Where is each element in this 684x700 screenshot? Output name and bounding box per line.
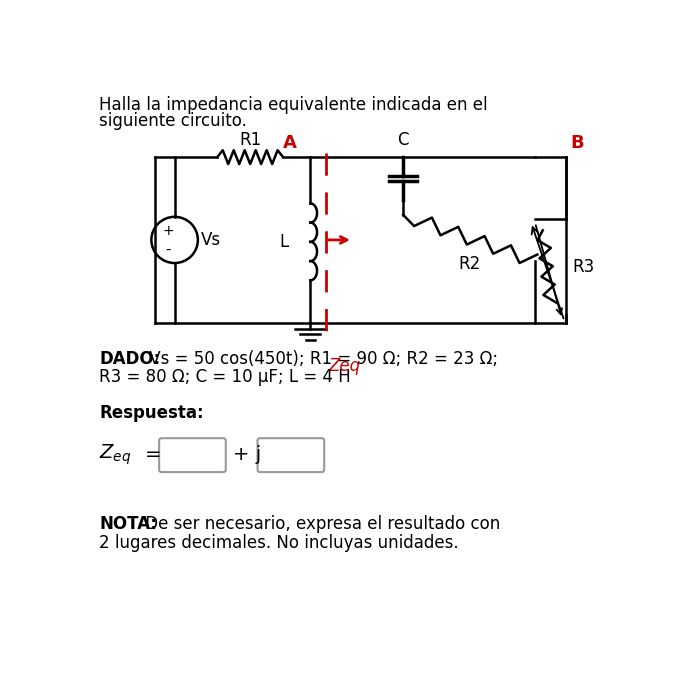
Text: C: C: [397, 131, 409, 149]
Text: $Z_{eq}$: $Z_{eq}$: [99, 442, 132, 467]
Text: + j: + j: [233, 445, 261, 464]
FancyBboxPatch shape: [159, 438, 226, 472]
Text: L: L: [279, 233, 289, 251]
Text: =: =: [144, 445, 161, 464]
Text: NOTA:: NOTA:: [99, 515, 157, 533]
Text: R2: R2: [458, 255, 480, 273]
Text: Vs: Vs: [201, 231, 221, 249]
Text: R1: R1: [239, 131, 261, 149]
Text: Zeq: Zeq: [328, 357, 360, 375]
Text: 2 lugares decimales. No incluyas unidades.: 2 lugares decimales. No incluyas unidade…: [99, 533, 459, 552]
Text: +: +: [163, 224, 174, 238]
Text: B: B: [570, 134, 583, 153]
Text: A: A: [282, 134, 296, 153]
Text: Halla la impedancia equivalente indicada en el: Halla la impedancia equivalente indicada…: [99, 95, 488, 113]
Text: Respuesta:: Respuesta:: [99, 403, 204, 421]
Text: De ser necesario, expresa el resultado con: De ser necesario, expresa el resultado c…: [140, 515, 500, 533]
Text: Vs = 50 cos(450t); R1 = 90 Ω; R2 = 23 Ω;: Vs = 50 cos(450t); R1 = 90 Ω; R2 = 23 Ω;: [144, 350, 499, 368]
Text: R3 = 80 Ω; C = 10 μF; L = 4 H: R3 = 80 Ω; C = 10 μF; L = 4 H: [99, 368, 351, 386]
Text: siguiente circuito.: siguiente circuito.: [99, 113, 248, 130]
Text: DADO:: DADO:: [99, 350, 161, 368]
FancyBboxPatch shape: [258, 438, 324, 472]
Text: R3: R3: [573, 258, 594, 276]
Text: -: -: [166, 241, 171, 257]
